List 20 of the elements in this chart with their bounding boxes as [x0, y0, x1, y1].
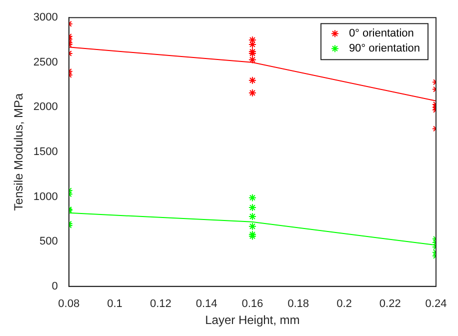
- x-tick-label: 0.14: [196, 298, 218, 310]
- x-tick-label: 0.24: [425, 298, 447, 310]
- x-tick-label: 0.12: [150, 298, 172, 310]
- y-tick-label: 2000: [33, 101, 58, 114]
- legend-label: 0° orientation: [348, 28, 414, 40]
- y-tick-label: 0: [52, 280, 58, 292]
- y-tick-label: 500: [40, 236, 58, 248]
- x-tick-label: 0.18: [288, 298, 310, 310]
- x-tick-label: 0.22: [379, 298, 401, 310]
- x-tick-label: 0.08: [58, 298, 80, 310]
- x-tick-label: 0.16: [242, 298, 264, 310]
- y-tick-label: 1000: [33, 190, 58, 203]
- y-axis-title: Tensile Modulus, MPa: [12, 92, 26, 211]
- y-tick-label: 1500: [33, 146, 58, 158]
- x-tick-label: 0.1: [107, 298, 122, 310]
- x-tick-label: 0.2: [336, 298, 352, 310]
- legend-label: 90° orientation: [348, 42, 420, 55]
- y-tick-label: 2500: [33, 56, 58, 68]
- y-tick-label: 3000: [33, 12, 58, 24]
- x-axis-title: Layer Height, mm: [205, 313, 300, 328]
